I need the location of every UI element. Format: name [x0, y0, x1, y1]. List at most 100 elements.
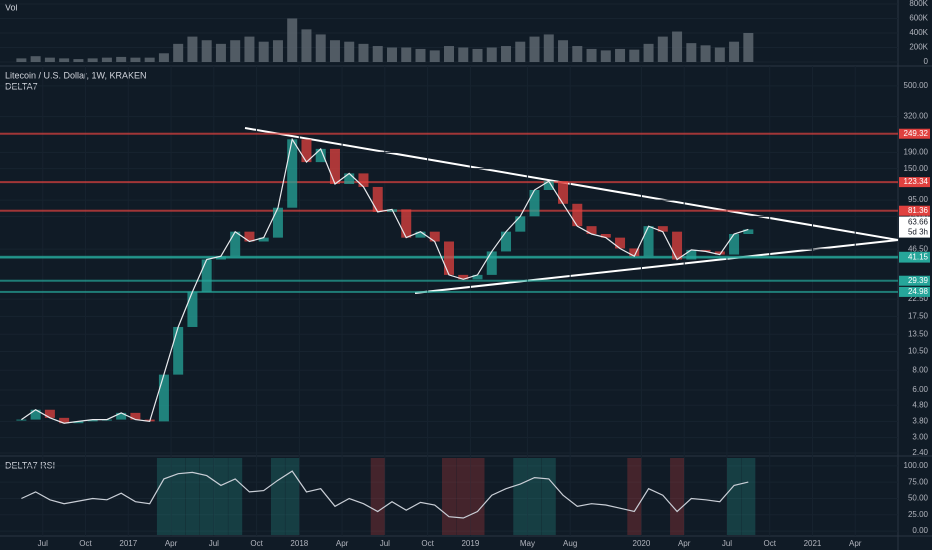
candle [572, 203, 583, 227]
candle [486, 251, 497, 275]
x-tick-label: Oct [421, 539, 434, 548]
volume-bar [515, 41, 526, 62]
rsi-zone [156, 458, 171, 535]
y-tick-label: 600K [909, 14, 928, 23]
last-price: 63.66 [908, 218, 929, 227]
level-label: 249.32 [904, 129, 929, 138]
trendline [244, 127, 899, 241]
volume-bar [372, 46, 383, 62]
candle [472, 274, 483, 280]
y-tick-label: 13.50 [908, 329, 929, 338]
candle [458, 274, 469, 280]
candle [444, 241, 454, 275]
x-tick-label: Jul [38, 539, 48, 548]
rsi-zone [213, 458, 228, 535]
y-tick-label: 3.80 [912, 416, 928, 425]
candle [558, 181, 569, 204]
x-tick-label: Jul [722, 539, 732, 548]
volume-bar [215, 43, 226, 62]
volume-bar [101, 57, 112, 62]
level-zone [0, 209, 898, 212]
x-tick-label: Jul [380, 539, 390, 548]
rsi-zone [285, 458, 300, 535]
level-label-bg [899, 205, 930, 216]
candle [30, 409, 41, 420]
volume-bar [615, 48, 626, 62]
candle [287, 139, 298, 208]
candle [429, 231, 440, 242]
volume-bar [130, 57, 141, 62]
candle [187, 291, 198, 327]
y-tick-label: 2.40 [912, 448, 928, 457]
candle [73, 421, 84, 424]
volume-bar [586, 48, 597, 62]
volume-bar [486, 47, 497, 62]
candle [301, 139, 312, 163]
level-label: 24.98 [908, 287, 929, 296]
volume-bar [30, 56, 41, 62]
x-tick-label: 2019 [461, 539, 479, 548]
candle [501, 231, 512, 252]
volume-bar [358, 43, 369, 62]
rsi-zone [270, 458, 285, 535]
y-tick-label: 100.00 [904, 461, 929, 470]
volume-bar [401, 47, 412, 62]
level-label: 123.34 [904, 177, 929, 186]
level-label: 29.39 [908, 276, 929, 285]
rsi-zone [527, 458, 542, 535]
candle [729, 233, 740, 255]
x-tick-label: 2020 [633, 539, 651, 548]
y-tick-label: 25.00 [908, 510, 929, 519]
level-zone [0, 279, 898, 282]
x-tick-label: 2018 [290, 539, 308, 548]
rsi-zone [228, 458, 243, 535]
volume-bar [287, 18, 298, 62]
y-tick-label: 50.00 [908, 494, 929, 503]
volume-title: Vol [5, 2, 18, 12]
rsi-zone [456, 458, 471, 535]
volume-bar [16, 58, 27, 62]
candle [672, 231, 683, 260]
x-tick-label: 2017 [119, 539, 137, 548]
rsi-zone [185, 458, 200, 535]
rsi-line [21, 470, 749, 519]
x-tick-label: Jul [209, 539, 219, 548]
y-tick-label: 150.00 [904, 164, 929, 173]
candle [358, 173, 369, 187]
volume-bar [429, 50, 440, 62]
y-tick-label: 46.50 [908, 244, 929, 253]
volume-bar [472, 48, 483, 62]
volume-bar [643, 43, 654, 62]
volume-bar [87, 58, 98, 62]
x-tick-label: May [520, 539, 535, 548]
y-tick-label: 8.00 [912, 365, 928, 374]
volume-bar [501, 46, 512, 62]
rsi-zone [741, 458, 756, 535]
candle [643, 226, 654, 257]
volume-bar [158, 53, 169, 62]
y-tick-label: 3.00 [912, 433, 928, 442]
volume-bar [729, 41, 740, 62]
rsi-zone [727, 458, 742, 535]
volume-bar [244, 36, 255, 62]
level-label-bg [899, 286, 930, 297]
volume-bar [386, 47, 397, 62]
volume-bar [558, 40, 569, 62]
y-tick-label: 75.00 [908, 211, 929, 220]
y-tick-label: 400K [909, 28, 928, 37]
volume-bar [173, 43, 184, 62]
volume-bar [73, 59, 84, 62]
y-tick-label: 75.00 [908, 477, 929, 486]
y-tick-label: 17.50 [908, 311, 929, 320]
volume-bar [301, 29, 312, 62]
candle [87, 419, 98, 422]
rsi-zone [541, 458, 556, 535]
rsi-zone [670, 458, 685, 535]
volume-bar [116, 56, 127, 62]
volume-bar [543, 34, 554, 62]
candle [415, 231, 426, 238]
rsi-zone [470, 458, 485, 535]
volume-bar [415, 48, 426, 62]
level-label: 41.15 [908, 253, 929, 262]
